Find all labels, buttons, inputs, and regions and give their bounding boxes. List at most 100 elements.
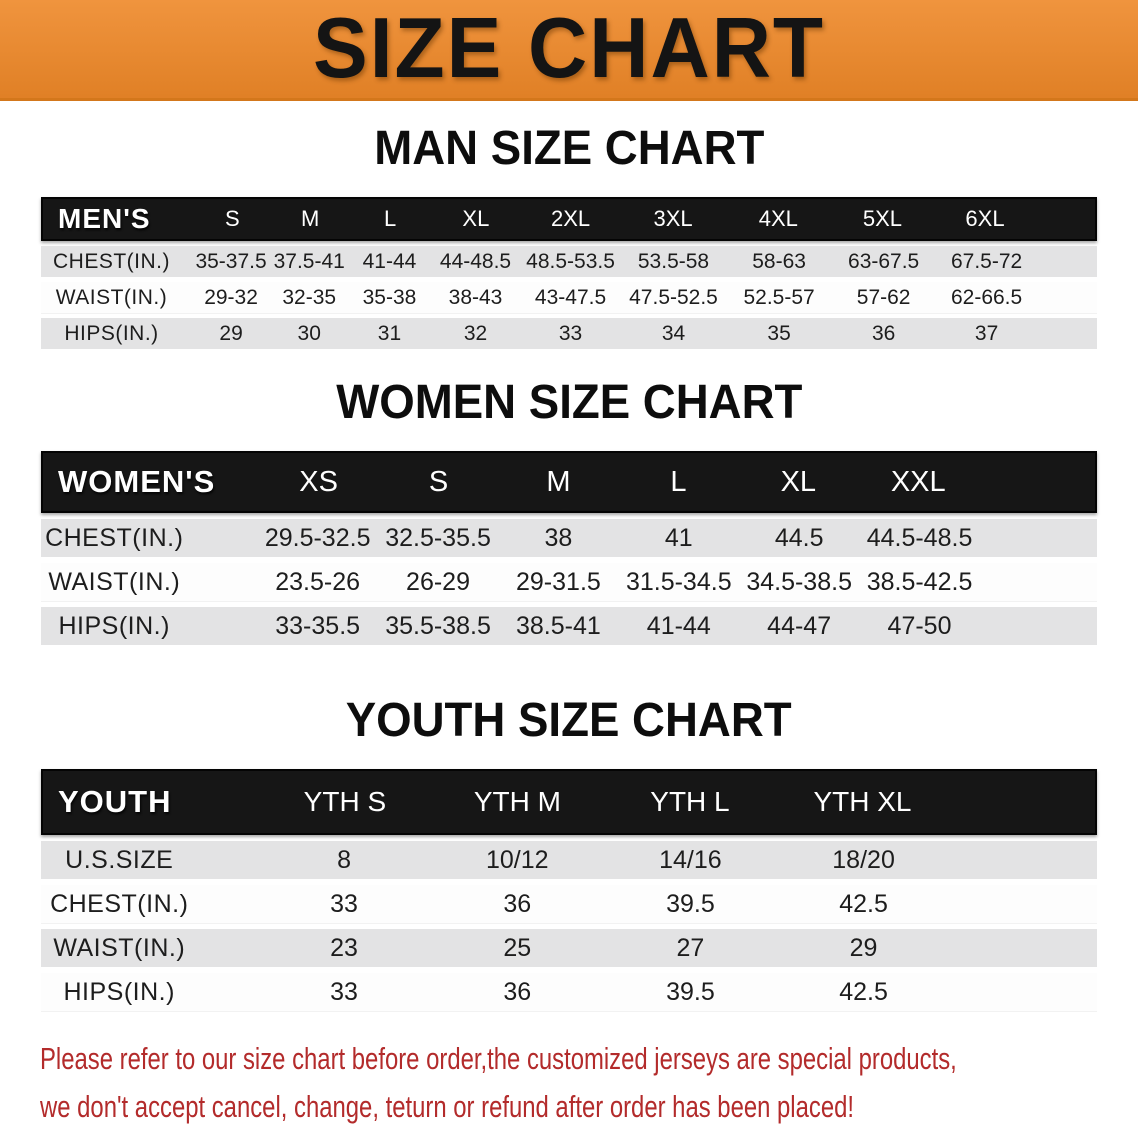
size-value: 33 — [330, 889, 358, 918]
disclaimer-note: Please refer to our size chart before or… — [40, 1035, 1138, 1131]
size-value: 34.5-38.5 — [746, 567, 852, 596]
size-column-header: 4XL — [758, 206, 798, 231]
size-value: 43-47.5 — [534, 285, 607, 309]
size-value: 48.5-53.5 — [526, 249, 615, 273]
table-header-row: YOUTH YTH S YTH M YTH L YTH XL — [41, 769, 1097, 835]
disclaimer-text: we don't accept cancel, change, teturn o… — [40, 1089, 855, 1124]
women-size-section: WOMEN SIZE CHART WOMEN'S XS S M L XL XXL CHEST(… — [0, 377, 1138, 645]
row-label: CHEST(IN.) — [53, 249, 170, 273]
size-value: 63-67.5 — [848, 249, 920, 273]
size-column-header: 6XL — [965, 206, 1005, 231]
size-value: 37 — [974, 321, 999, 345]
row-label: CHEST(IN.) — [50, 889, 189, 918]
table-row: HIPS(IN.) 33-35.5 35.5-38.5 38.5-41 41-44 44-… — [41, 607, 1097, 645]
size-value: 38.5-41 — [516, 611, 601, 640]
size-value: 10/12 — [485, 845, 549, 874]
size-value: 42.5 — [839, 889, 888, 918]
youth-size-table: YOUTH YTH S YTH M YTH L YTH XL U.S.SIZE 8 10/12… — [41, 769, 1097, 1011]
size-value: 29.5-32.5 — [264, 523, 371, 552]
size-value: 25 — [503, 933, 532, 962]
size-value: 36 — [503, 977, 532, 1006]
size-column-header: M — [301, 206, 320, 231]
row-label: WAIST(IN.) — [53, 933, 186, 962]
disclaimer-line-2: we don't accept cancel, change, teturn o… — [40, 1083, 1138, 1131]
size-column-header: S — [428, 465, 449, 498]
size-column-header: YTH L — [650, 786, 730, 817]
disclaimer-line-1: Please refer to our size chart before or… — [40, 1035, 1138, 1083]
size-value: 23 — [330, 933, 358, 962]
size-value: 29 — [849, 933, 878, 962]
banner-title: SIZE CHART — [313, 1, 825, 96]
size-column-header: M — [546, 465, 571, 498]
size-value: 57-62 — [856, 285, 911, 309]
size-value: 47-50 — [887, 611, 952, 640]
size-value: 44-48.5 — [439, 249, 512, 273]
youth-section-heading: YOUTH SIZE CHART — [0, 695, 1138, 747]
size-column-header: YTH S — [303, 786, 387, 817]
size-column-header: XL — [462, 206, 490, 231]
size-column-header: 3XL — [653, 206, 693, 231]
men-section-heading: MAN SIZE CHART — [0, 123, 1138, 175]
size-column-header: S — [225, 206, 240, 231]
table-row: WAIST(IN.) 23.5-26 26-29 29-31.5 31.5-34.5 34… — [41, 563, 1097, 601]
size-value: 35 — [767, 321, 791, 345]
table-row: CHEST(IN.) 33 36 39.5 42.5 — [41, 885, 1097, 923]
size-value: 42.5 — [839, 977, 888, 1006]
size-value: 31.5-34.5 — [625, 567, 732, 596]
size-value: 36 — [871, 321, 896, 345]
size-column-header: XXL — [890, 465, 946, 498]
size-value: 33 — [330, 977, 358, 1006]
row-label: U.S.SIZE — [65, 845, 174, 874]
size-value: 32.5-35.5 — [385, 523, 491, 552]
women-section-heading: WOMEN SIZE CHART — [0, 377, 1138, 429]
size-column-header: L — [384, 206, 397, 231]
size-value: 23.5-26 — [275, 567, 361, 596]
size-value: 26-29 — [406, 567, 470, 596]
men-size-table: MEN'S S M L XL 2XL 3XL 4XL 5XL 6XL CHEST(IN.) 35-37… — [41, 197, 1097, 349]
size-value: 67.5-72 — [950, 249, 1023, 273]
size-value: 35-38 — [362, 285, 417, 309]
table-row: HIPS(IN.) 33 36 39.5 42.5 — [41, 973, 1097, 1011]
size-value: 39.5 — [666, 889, 715, 918]
row-label: HIPS(IN.) — [64, 321, 159, 345]
size-value: 33 — [558, 321, 583, 345]
size-value: 41 — [664, 523, 693, 552]
table-row: U.S.SIZE 8 10/12 14/16 18/20 — [41, 841, 1097, 879]
row-label: HIPS(IN.) — [63, 977, 175, 1006]
size-value: 34 — [661, 321, 686, 345]
section-heading-text: WOMEN SIZE CHART — [335, 376, 803, 429]
table-corner-label: WOMEN'S — [58, 464, 216, 499]
table-header-row: MEN'S S M L XL 2XL 3XL 4XL 5XL 6XL — [41, 197, 1097, 241]
size-value: 44-47 — [767, 611, 832, 640]
size-value: 58-63 — [752, 249, 806, 273]
size-value: 38.5-42.5 — [866, 567, 973, 596]
size-value: 27 — [676, 933, 705, 962]
size-value: 31 — [377, 321, 402, 345]
size-value: 36 — [503, 889, 532, 918]
disclaimer-text: Please refer to our size chart before or… — [40, 1041, 957, 1076]
size-column-header: 2XL — [550, 206, 591, 231]
women-size-table: WOMEN'S XS S M L XL XXL CHEST(IN.) 29.5-32.5 32.5… — [41, 451, 1097, 645]
table-row: HIPS(IN.) 29 30 31 32 33 34 35 36 37 — [41, 318, 1097, 349]
size-value: 38 — [544, 523, 573, 552]
size-column-header: YTH M — [473, 786, 561, 817]
size-value: 41-44 — [362, 249, 417, 273]
table-row: CHEST(IN.) 29.5-32.5 32.5-35.5 38 41 44.5 44.5… — [41, 519, 1097, 557]
size-chart-banner: SIZE CHART — [0, 0, 1138, 101]
table-row: CHEST(IN.) 35-37.5 37.5-41 41-44 44-48.5 48.5… — [41, 246, 1097, 277]
size-value: 47.5-52.5 — [629, 285, 718, 309]
table-corner-label: MEN'S — [58, 203, 151, 234]
table-row: WAIST(IN.) 29-32 32-35 35-38 38-43 43-47.5 47.… — [41, 282, 1097, 313]
row-label: WAIST(IN.) — [48, 567, 181, 596]
row-label: CHEST(IN.) — [45, 523, 184, 552]
row-label: HIPS(IN.) — [58, 611, 170, 640]
table-row: WAIST(IN.) 23 25 27 29 — [41, 929, 1097, 967]
size-value: 35-37.5 — [195, 249, 267, 273]
size-value: 39.5 — [666, 977, 715, 1006]
size-value: 41-44 — [646, 611, 711, 640]
size-value: 8 — [337, 845, 351, 874]
size-value: 29-32 — [204, 285, 258, 309]
youth-size-section: YOUTH SIZE CHART YOUTH YTH S YTH M YTH L YTH… — [0, 695, 1138, 1011]
size-value: 53.5-58 — [637, 249, 710, 273]
size-column-header: XL — [780, 465, 817, 498]
